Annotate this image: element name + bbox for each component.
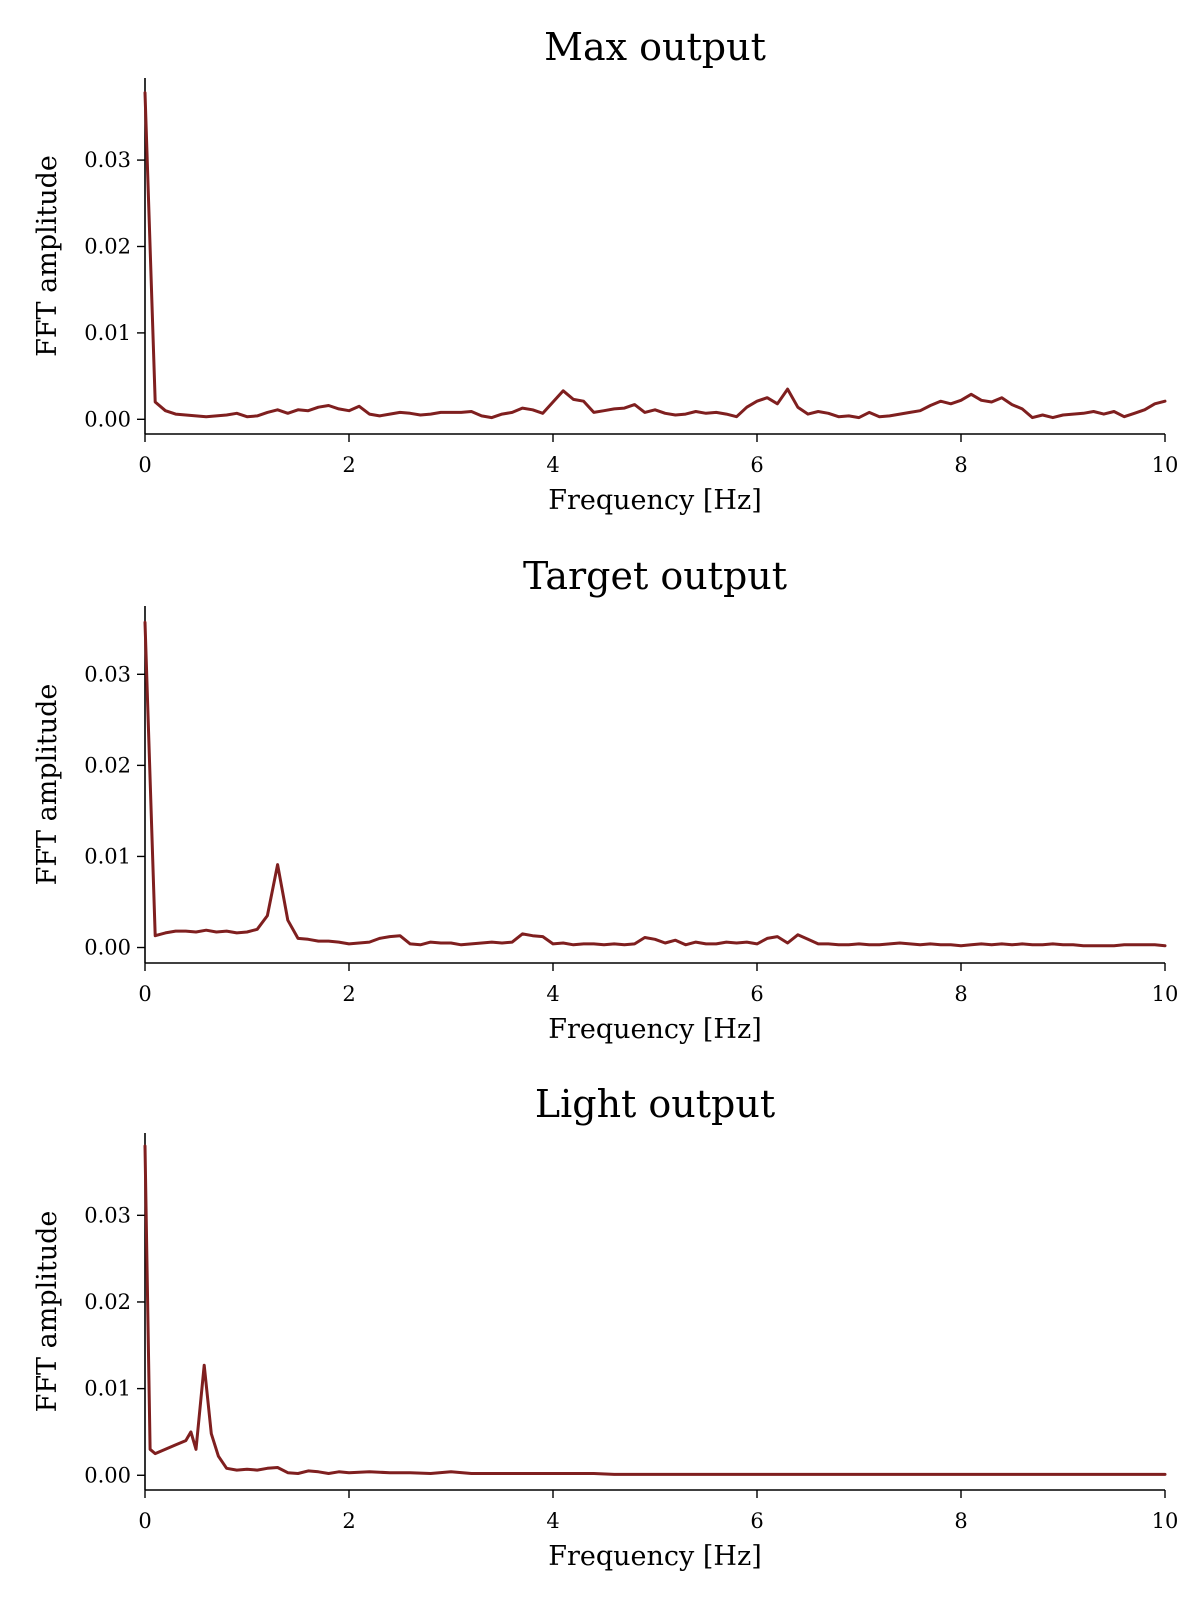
y-tick-label: 0.00	[84, 407, 131, 431]
x-tick-label: 10	[1152, 982, 1179, 1006]
x-tick-label: 0	[138, 453, 151, 477]
x-tick-label: 8	[954, 982, 967, 1006]
x-tick-label: 0	[138, 1509, 151, 1533]
y-axis-label: FFT amplitude	[32, 684, 63, 886]
y-axis-label: FFT amplitude	[32, 155, 63, 357]
x-tick-label: 4	[546, 1509, 559, 1533]
chart-title: Target output	[523, 554, 787, 598]
y-tick-label: 0.01	[84, 844, 131, 868]
x-tick-label: 10	[1152, 453, 1179, 477]
series-line-1	[143, 620, 1167, 948]
y-tick-label: 0.00	[84, 936, 131, 960]
x-tick-label: 6	[750, 1509, 763, 1533]
y-tick-label: 0.03	[84, 662, 131, 686]
x-tick-label: 10	[1152, 1509, 1179, 1533]
y-tick-label: 0.02	[84, 234, 131, 258]
chart-panel-3: Light output 0 2 4 6 8 10 0.00 0.01 0.02 0.03 Frequ…	[32, 1082, 1178, 1572]
x-axis-label: Frequency [Hz]	[548, 1541, 761, 1572]
x-tick-label: 6	[750, 982, 763, 1006]
x-tick-label: 8	[954, 1509, 967, 1533]
y-tick-label: 0.02	[84, 1290, 131, 1314]
y-axis-label: FFT amplitude	[32, 1211, 63, 1413]
x-axis-label: Frequency [Hz]	[548, 485, 761, 516]
y-tick-label: 0.01	[84, 321, 131, 345]
x-tick-label: 0	[138, 982, 151, 1006]
chart-panel-2: Target output 0 2 4 6 8 10 0.00 0.01 0.02 0.03 Freq…	[32, 554, 1178, 1045]
chart-title: Max output	[544, 25, 766, 69]
series-line-1	[143, 1144, 1167, 1476]
x-tick-label: 4	[546, 453, 559, 477]
chart-title: Light output	[535, 1082, 775, 1126]
x-tick-label: 6	[750, 453, 763, 477]
y-tick-label: 0.03	[84, 148, 131, 172]
y-tick-label: 0.03	[84, 1203, 131, 1227]
x-tick-label: 2	[342, 982, 355, 1006]
chart-panel-1: Max output 0 2 4 6 8 10 0.00 0.01 0.02 0.03 Frequen…	[32, 25, 1178, 516]
y-tick-label: 0.02	[84, 753, 131, 777]
x-tick-label: 2	[342, 1509, 355, 1533]
x-tick-label: 8	[954, 453, 967, 477]
x-tick-label: 2	[342, 453, 355, 477]
y-tick-label: 0.01	[84, 1377, 131, 1401]
series-line-1	[143, 91, 1167, 420]
x-axis-label: Frequency [Hz]	[548, 1014, 761, 1045]
y-tick-label: 0.00	[84, 1463, 131, 1487]
x-tick-label: 4	[546, 982, 559, 1006]
